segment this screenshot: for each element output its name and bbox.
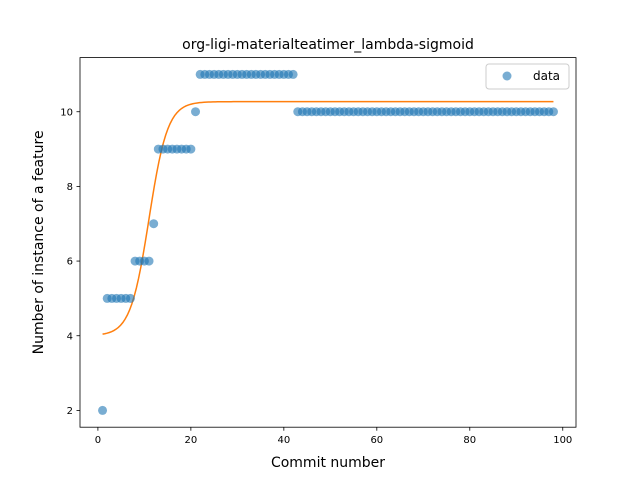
x-axis-ticks: 0 20 40 60 80 100: [95, 427, 572, 446]
x-tick-label: 0: [95, 435, 101, 446]
x-tick-label: 80: [463, 435, 476, 446]
y-tick-label: 10: [60, 107, 73, 118]
y-tick-label: 4: [67, 331, 73, 342]
x-tick-label: 20: [185, 435, 198, 446]
data-point: [288, 69, 298, 79]
y-tick-label: 8: [67, 182, 73, 193]
data-point: [149, 219, 159, 229]
data-point: [144, 256, 154, 266]
data-points: [98, 69, 558, 415]
data-point: [191, 107, 201, 117]
x-axis-label: Commit number: [271, 455, 385, 471]
x-tick-label: 40: [277, 435, 290, 446]
data-point: [548, 107, 558, 117]
fit-curve-line: [102, 100, 554, 335]
y-tick-label: 6: [67, 257, 73, 268]
legend: data: [485, 63, 570, 90]
legend-label-data: data: [533, 69, 560, 83]
data-point: [98, 405, 108, 415]
chart-title: org-ligi-materialteatimer_lambda-sigmoid: [182, 37, 474, 53]
x-tick-label: 100: [553, 435, 572, 446]
legend-marker-data: [502, 71, 512, 81]
data-point: [186, 144, 196, 154]
axes-frame: [79, 57, 577, 428]
y-tick-label: 2: [67, 406, 73, 417]
y-axis-ticks: 2 4 6 8 10: [60, 107, 80, 417]
y-axis-label: Number of instance of a feature: [31, 130, 47, 354]
data-point: [125, 293, 135, 303]
legend-box: [485, 63, 570, 90]
x-tick-label: 60: [370, 435, 383, 446]
plot-area: [98, 69, 558, 415]
